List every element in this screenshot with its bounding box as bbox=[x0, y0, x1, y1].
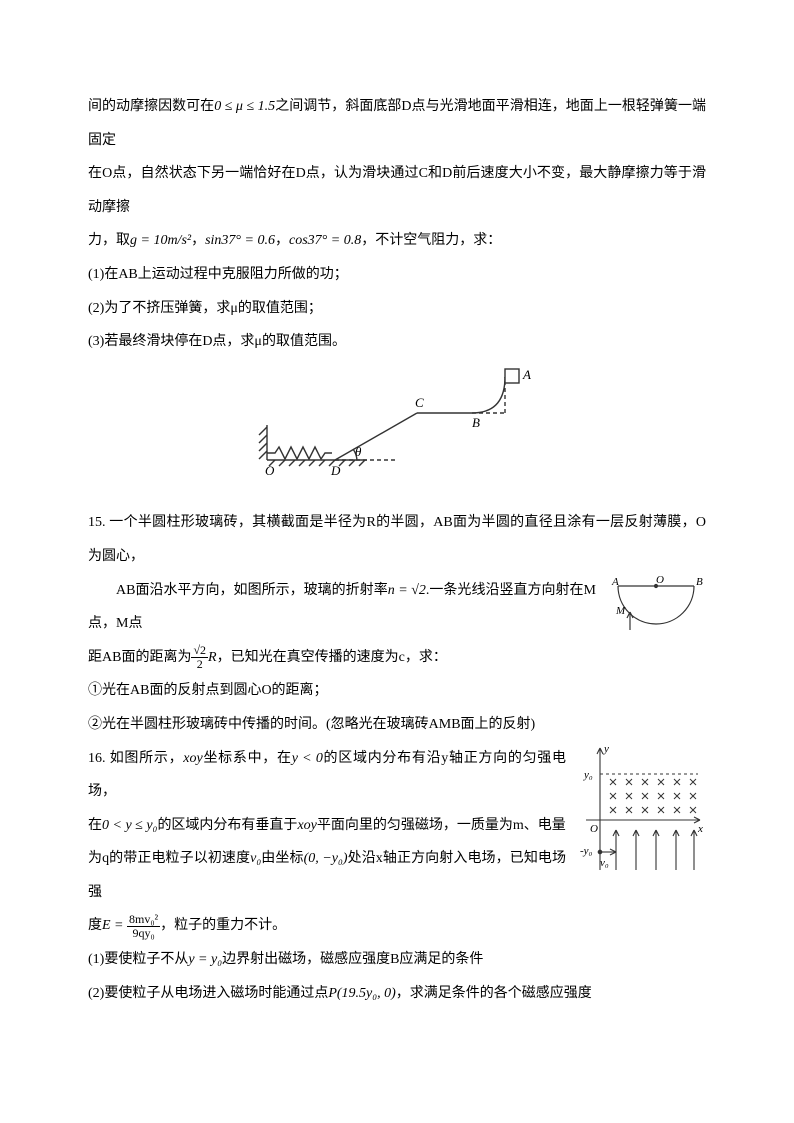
fig3-v0: v₀ bbox=[600, 857, 609, 869]
intro-l2: 在O点，自然状态下另一端恰好在D点，认为滑块通过C和D前后速度大小不变，最大静摩… bbox=[88, 157, 706, 224]
q16-ylt0: y < 0 bbox=[292, 751, 323, 766]
g-val: g = 10m/s² bbox=[130, 233, 191, 248]
figure-3: y x O y₀ -y₀ v₀ bbox=[576, 742, 706, 896]
q15-n: n = √2 bbox=[388, 583, 426, 598]
q16-sub2a: (2)要使粒子从电场进入磁场时能通过点 bbox=[88, 986, 328, 1001]
q16-coord: (0, −y₀) bbox=[304, 851, 348, 866]
q16-E-num: 8mv₀² bbox=[127, 913, 160, 927]
figure-2: A B O M bbox=[606, 574, 706, 646]
q15-l3a: 距AB面的距离为 bbox=[88, 650, 191, 665]
q16-l2b: 的区域内分布有垂直于 bbox=[157, 818, 297, 833]
q16-rng: 0 < y ≤ y₀ bbox=[102, 818, 157, 833]
figure-3-svg: y x O y₀ -y₀ v₀ bbox=[576, 742, 706, 882]
q16-l1b: 坐标系中，在 bbox=[203, 751, 292, 766]
q16-l1a: 16. 如图所示， bbox=[88, 751, 183, 766]
q16-sub1: (1)要使粒子不从y = y₀边界射出磁场，磁感应强度B应满足的条件 bbox=[88, 943, 706, 977]
q1: (1)在AB上运动过程中克服阻力所做的功； bbox=[88, 258, 706, 292]
fig1-B: B bbox=[472, 415, 480, 430]
q16-P: P(19.5y₀, 0) bbox=[328, 986, 395, 1001]
q16-sub1a: (1)要使粒子不从 bbox=[88, 952, 188, 967]
intro-l3b: ， bbox=[191, 233, 205, 248]
figure-1: A B C D O θ bbox=[88, 365, 706, 489]
q16-E: E = bbox=[102, 918, 127, 933]
q3: (3)若最终滑块停在D点，求μ的取值范围。 bbox=[88, 325, 706, 359]
q2: (2)为了不挤压弹簧，求μ的取值范围； bbox=[88, 292, 706, 326]
q16-l2c: 平面向里的匀强磁场，一质量为m、电量 bbox=[317, 818, 566, 833]
q15-l1: 15. 一个半圆柱形玻璃砖，其横截面是半径为R的半圆，AB面为半圆的直径且涂有一… bbox=[88, 506, 706, 573]
fig1-A: A bbox=[522, 367, 531, 382]
q16-l3a: 为q的带正电粒子以初速度 bbox=[88, 851, 250, 866]
fig1-C: C bbox=[415, 395, 424, 410]
fig2-B: B bbox=[696, 576, 703, 588]
fig2-A: A bbox=[611, 576, 619, 588]
q15-frac-d: 2 bbox=[191, 658, 208, 671]
q16-l4b: ，粒子的重力不计。 bbox=[160, 918, 286, 933]
fig2-M: M bbox=[615, 605, 626, 617]
q16-v0: v₀ bbox=[250, 851, 261, 866]
q16-E-den: 9qy₀ bbox=[127, 927, 160, 940]
q15-l2: AB面沿水平方向，如图所示，玻璃的折射率n = √2.一条光线沿竖直方向射在M点… bbox=[88, 574, 596, 641]
q16-xoy2: xoy bbox=[297, 818, 316, 833]
fig3-y0b: -y₀ bbox=[580, 845, 593, 857]
cos-val: cos37° = 0.8 bbox=[289, 233, 361, 248]
fig2-O: O bbox=[656, 574, 664, 586]
q16-l2: 在0 < y ≤ y₀的区域内分布有垂直于xoy平面向里的匀强磁场，一质量为m、… bbox=[88, 809, 566, 843]
fig3-y0t: y₀ bbox=[583, 769, 593, 781]
figure-1-svg: A B C D O θ bbox=[247, 365, 547, 475]
q16-sub2: (2)要使粒子从电场进入磁场时能通过点P(19.5y₀, 0)，求满足条件的各个… bbox=[88, 977, 706, 1011]
intro-l3c: ， bbox=[275, 233, 289, 248]
q16-sub1b: 边界射出磁场，磁感应强度B应满足的条件 bbox=[222, 952, 483, 967]
q15-l2a: AB面沿水平方向，如图所示，玻璃的折射率 bbox=[116, 583, 388, 598]
q16-l3b: 由坐标 bbox=[261, 851, 303, 866]
figure-2-svg: A B O M bbox=[606, 574, 706, 632]
fig3-O: O bbox=[590, 823, 598, 835]
q16-l1: 16. 如图所示，xoy坐标系中，在y < 0的区域内分布有沿y轴正方向的匀强电… bbox=[88, 742, 566, 809]
fig1-D: D bbox=[330, 463, 341, 475]
q15-l3: 距AB面的距离为√22R，已知光在真空传播的速度为c，求： bbox=[88, 641, 596, 675]
intro-l3: 力，取g = 10m/s²，sin37° = 0.6，cos37° = 0.8，… bbox=[88, 224, 706, 258]
fig1-O: O bbox=[265, 463, 275, 475]
q16-sub2b: ，求满足条件的各个磁感应强度 bbox=[396, 986, 592, 1001]
fig3-y: y bbox=[603, 743, 609, 755]
intro-paragraph: 间的动摩擦因数可在0 ≤ μ ≤ 1.5之间调节，斜面底部D点与光滑地面平滑相连… bbox=[88, 90, 706, 157]
intro-l3d: ，不计空气阻力，求： bbox=[361, 233, 501, 248]
fig1-theta: θ bbox=[355, 444, 362, 459]
q16-l3: 为q的带正电粒子以初速度v₀由坐标(0, −y₀)处沿x轴正方向射入电场，已知电… bbox=[88, 842, 566, 909]
q15-R: R bbox=[208, 650, 217, 665]
mu-range: 0 ≤ μ ≤ 1.5 bbox=[214, 99, 275, 114]
q15-frac-n: √2 bbox=[191, 644, 208, 658]
intro-l3a: 力，取 bbox=[88, 233, 130, 248]
q16-l2a: 在 bbox=[88, 818, 102, 833]
q16-l4a: 度 bbox=[88, 918, 102, 933]
q15-sub2: ②光在半圆柱形玻璃砖中传播的时间。(忽略光在玻璃砖AMB面上的反射) bbox=[88, 708, 706, 742]
q15-sub1: ①光在AB面的反射点到圆心O的距离； bbox=[88, 674, 706, 708]
q16-xoy: xoy bbox=[183, 751, 202, 766]
fig3-x: x bbox=[697, 823, 703, 835]
intro-l1a: 间的动摩擦因数可在 bbox=[88, 99, 214, 114]
sin-val: sin37° = 0.6 bbox=[205, 233, 275, 248]
q15-l3b: ，已知光在真空传播的速度为c，求： bbox=[217, 650, 447, 665]
q16-yeq: y = y₀ bbox=[188, 952, 222, 967]
q16-l4: 度E = 8mv₀²9qy₀，粒子的重力不计。 bbox=[88, 909, 566, 943]
